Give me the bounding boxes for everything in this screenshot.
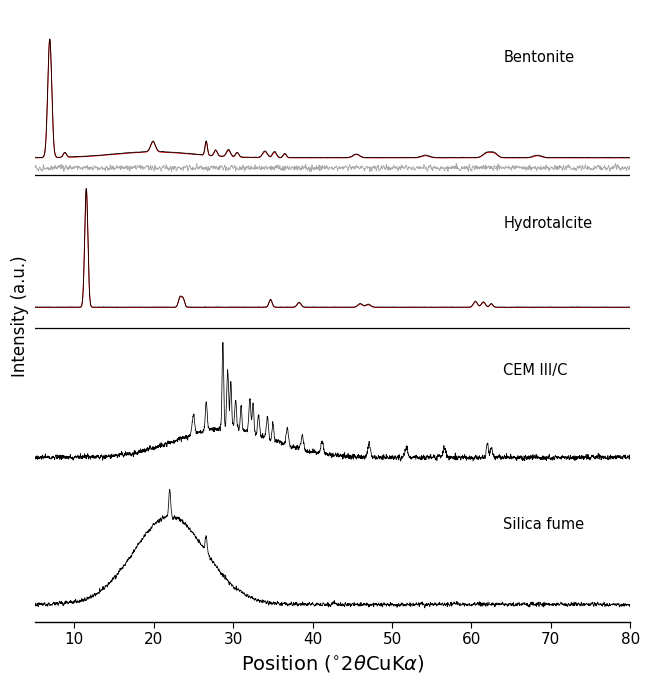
Y-axis label: Intensity (a.u.): Intensity (a.u.) (11, 256, 29, 377)
Text: Hydrotalcite: Hydrotalcite (503, 216, 592, 231)
Text: Bentonite: Bentonite (503, 50, 574, 65)
Text: CEM III/C: CEM III/C (503, 363, 568, 378)
Text: Silica fume: Silica fume (503, 516, 585, 532)
X-axis label: Position ($^{\circ}$2$\theta$CuK$\alpha$): Position ($^{\circ}$2$\theta$CuK$\alpha$… (241, 653, 424, 674)
